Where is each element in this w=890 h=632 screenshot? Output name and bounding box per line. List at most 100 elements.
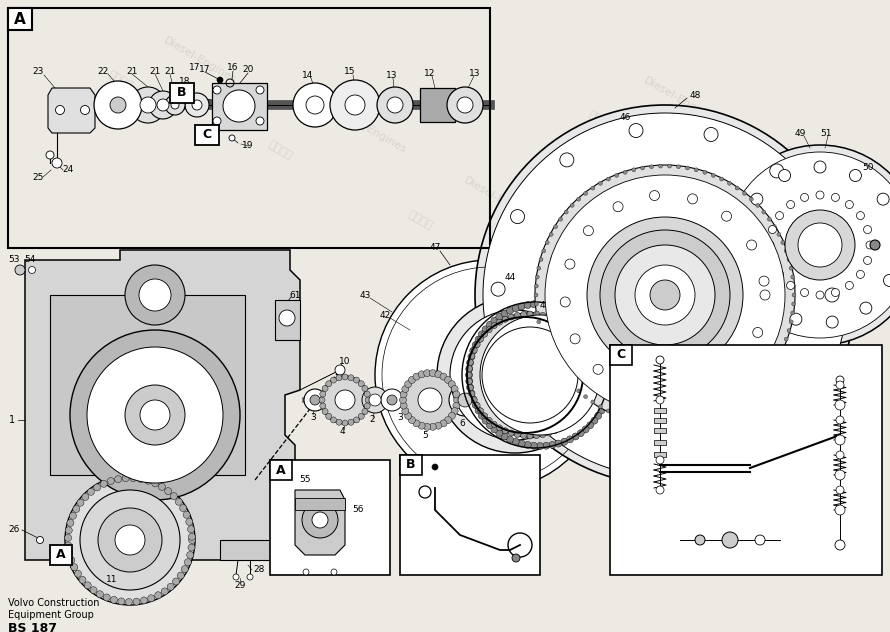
Circle shape	[491, 422, 498, 427]
Circle shape	[747, 240, 756, 250]
Circle shape	[588, 372, 594, 378]
Circle shape	[549, 353, 553, 358]
Circle shape	[656, 396, 664, 404]
Circle shape	[77, 499, 84, 506]
Circle shape	[632, 168, 635, 172]
Text: 17: 17	[199, 64, 211, 73]
Circle shape	[345, 95, 365, 115]
Circle shape	[562, 422, 569, 427]
Circle shape	[353, 417, 360, 423]
Circle shape	[475, 105, 855, 485]
Circle shape	[593, 364, 603, 374]
Circle shape	[792, 293, 796, 297]
Text: 60: 60	[524, 557, 536, 566]
Text: 44: 44	[505, 274, 515, 283]
Circle shape	[585, 353, 591, 359]
Circle shape	[117, 598, 125, 605]
Text: 3: 3	[310, 413, 316, 423]
Circle shape	[570, 382, 574, 387]
Circle shape	[364, 391, 370, 397]
Circle shape	[836, 416, 844, 424]
Circle shape	[409, 377, 416, 384]
Circle shape	[759, 294, 771, 306]
Circle shape	[557, 425, 563, 431]
Circle shape	[468, 390, 475, 397]
Text: 紧发动力: 紧发动力	[106, 69, 134, 91]
Circle shape	[554, 440, 562, 447]
Text: Diesel-Engines: Diesel-Engines	[781, 145, 858, 195]
Circle shape	[387, 395, 397, 405]
Circle shape	[770, 164, 784, 178]
Circle shape	[348, 419, 354, 425]
Circle shape	[506, 307, 514, 314]
Circle shape	[792, 284, 796, 288]
Circle shape	[535, 165, 795, 425]
Circle shape	[727, 152, 890, 338]
Circle shape	[28, 267, 36, 274]
Circle shape	[578, 313, 584, 320]
Circle shape	[860, 302, 872, 314]
Circle shape	[773, 362, 776, 365]
Circle shape	[491, 426, 498, 433]
Text: Diesel-Engines: Diesel-Engines	[222, 315, 298, 365]
Circle shape	[668, 422, 671, 426]
Circle shape	[615, 413, 619, 416]
Circle shape	[140, 97, 156, 113]
Circle shape	[521, 433, 527, 439]
Circle shape	[491, 323, 498, 329]
Text: C: C	[617, 348, 626, 362]
Circle shape	[125, 265, 185, 325]
Circle shape	[413, 420, 420, 427]
Circle shape	[501, 310, 508, 317]
Circle shape	[835, 540, 845, 550]
Text: 41: 41	[549, 253, 561, 262]
Circle shape	[375, 260, 605, 490]
Text: 15: 15	[344, 68, 356, 76]
Circle shape	[518, 440, 525, 447]
Circle shape	[508, 430, 514, 436]
Circle shape	[94, 81, 142, 129]
Circle shape	[474, 341, 481, 348]
Circle shape	[720, 145, 890, 345]
Circle shape	[518, 303, 525, 310]
Circle shape	[330, 377, 336, 383]
Polygon shape	[25, 250, 300, 560]
Circle shape	[582, 317, 589, 324]
Text: BS 187: BS 187	[8, 622, 57, 632]
Circle shape	[650, 280, 680, 310]
Circle shape	[353, 377, 360, 383]
Circle shape	[727, 404, 732, 409]
Circle shape	[87, 489, 94, 495]
Circle shape	[175, 498, 182, 506]
Circle shape	[600, 230, 730, 360]
Bar	[654, 428, 666, 433]
Circle shape	[321, 376, 369, 424]
Circle shape	[437, 297, 593, 453]
Circle shape	[836, 486, 844, 494]
Text: 36: 36	[629, 365, 640, 375]
Circle shape	[512, 554, 520, 562]
Circle shape	[767, 369, 772, 373]
Circle shape	[572, 433, 579, 440]
Circle shape	[606, 384, 613, 391]
Circle shape	[486, 422, 493, 428]
Circle shape	[568, 327, 574, 332]
Circle shape	[598, 336, 605, 343]
Circle shape	[615, 245, 715, 345]
Circle shape	[836, 381, 844, 389]
Circle shape	[447, 87, 483, 123]
Circle shape	[52, 158, 62, 168]
Circle shape	[69, 513, 77, 520]
Circle shape	[348, 375, 354, 381]
Circle shape	[73, 506, 80, 513]
Circle shape	[187, 552, 194, 559]
Bar	[50, 545, 72, 565]
Circle shape	[467, 385, 473, 391]
Circle shape	[497, 319, 503, 325]
Circle shape	[514, 432, 521, 438]
Circle shape	[491, 282, 506, 296]
Circle shape	[539, 312, 546, 319]
Circle shape	[458, 393, 472, 407]
Bar	[8, 8, 32, 30]
Circle shape	[570, 204, 574, 207]
